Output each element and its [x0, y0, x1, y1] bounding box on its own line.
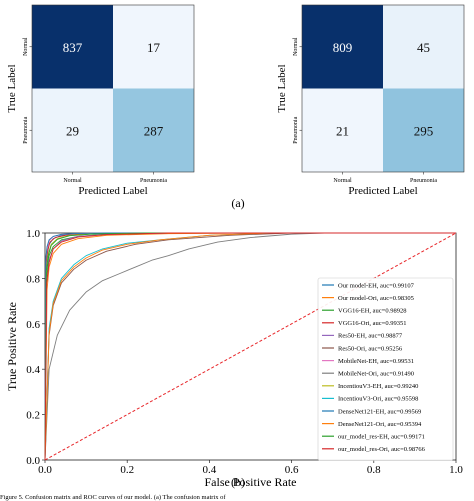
roc-diagonal-line: [44, 232, 457, 461]
roc-legend-entry-0: Our model-EH, auc=0.99107: [338, 282, 415, 289]
cm1-value-0-1: 17: [147, 40, 161, 55]
cm1-cell-1-1: [113, 88, 194, 172]
cm1-xtick-1: Pneumonia: [140, 178, 167, 184]
roc-legend-entry-11: DenseNet121-Ori, auc=0.95394: [338, 421, 422, 428]
cm1-xlabel: Predicted Label: [78, 185, 147, 197]
roc-legend-entry-2: VGG16-EH, auc=0.98928: [338, 308, 406, 315]
roc-ytick-4: 0.8: [26, 273, 40, 285]
cm2-value-1-0: 21: [336, 123, 349, 138]
roc-legend-entry-10: DenseNet121-EH, auc=0.99569: [338, 408, 421, 415]
cm1-value-1-0: 29: [66, 123, 79, 138]
roc-xtick-2: 0.4: [203, 464, 217, 476]
panel-label-a: (a): [231, 196, 244, 210]
figure-caption: Figure 5. Confusion matrix and ROC curve…: [0, 494, 226, 501]
cm2-value-0-0: 809: [333, 40, 353, 55]
roc-series-line-12: [44, 232, 456, 461]
cm2-frame: [301, 4, 465, 173]
cm1-ylabel: True Label: [6, 64, 18, 112]
roc-legend-entry-9: IncentiouV3-Ori, auc=0.95598: [338, 396, 418, 403]
roc-xtick-0: 0.0: [38, 464, 52, 476]
cm2-xlabel: Predicted Label: [348, 185, 417, 197]
roc-xtick-4: 0.8: [367, 464, 381, 476]
roc-ytick-0: 0.0: [26, 455, 40, 467]
roc-series-line-13: [44, 232, 456, 461]
roc-legend: [317, 277, 454, 461]
roc-xtick-5: 1.0: [449, 464, 463, 476]
roc-series-line-11: [44, 232, 456, 461]
cm2-value-0-1: 45: [417, 40, 430, 55]
roc-ytick-3: 0.6: [26, 319, 40, 331]
cm1-cell-0-1: [113, 5, 194, 89]
cm1-cell-1-0: [32, 88, 113, 172]
roc-xlabel: False Positive Rate: [205, 475, 297, 489]
roc-chart: 0.00.0 0.2 0.2 0.4 0.4 0.6 0.6 0.8 0.8 1.0 1.0 Fals…: [5, 228, 463, 489]
roc-legend-entry-5: Res50-Ori, auc=0.95256: [338, 345, 403, 352]
confusion-matrix-left: 837 17 29 287 Normal Pneumonia Normal Pneumonia…: [6, 4, 195, 197]
cm2-ylabel: True Label: [276, 64, 288, 112]
cm2-cell-1-1: [383, 88, 464, 172]
roc-legend-entry-12: our_model_res-EH, auc=0.99171: [338, 434, 425, 441]
roc-ylabel: True Positive Rate: [5, 302, 19, 391]
cm2-ytick-1: Pneumonia: [293, 116, 299, 143]
cm1-value-1-1: 287: [144, 123, 164, 138]
roc-ytick-1: 0.2: [26, 410, 40, 422]
roc-legend-entry-1: Our model-Ori, auc=0.98305: [338, 295, 414, 302]
roc-legend-entry-3: VGG16-Ori, auc=0.99351: [338, 320, 406, 327]
cm2-xtick-0: Normal: [333, 178, 352, 184]
roc-xtick-3: 0.6: [285, 464, 299, 476]
cm1-value-0-0: 837: [63, 40, 83, 55]
cm2-value-1-1: 295: [414, 123, 434, 138]
roc-ytick-5: 1.0: [26, 228, 40, 240]
roc-legend-entry-4: Res50-EH, auc=0.98877: [338, 333, 403, 340]
cm2-cell-1-0: [302, 88, 383, 172]
roc-legend-entry-6: MobileNet-EH, auc=0.99531: [338, 358, 414, 365]
cm1-frame: [31, 4, 195, 173]
cm1-ytick-0: Normal: [23, 37, 29, 56]
roc-legend-entry-13: our_model_res-Ori, auc=0.98766: [338, 446, 426, 453]
roc-legend-entry-7: MobileNet-Ori, auc=0.91490: [338, 371, 414, 378]
cm2-cell-0-1: [383, 5, 464, 89]
roc-ytick-2: 0.4: [26, 364, 40, 376]
roc-xtick-1: 0.2: [120, 464, 134, 476]
cm1-cell-0-0: [32, 5, 113, 89]
roc-legend-entry-8: IncentiouV3-EH, auc=0.99240: [338, 383, 418, 390]
roc-series-line-10: [44, 232, 456, 461]
cm1-xtick-0: Normal: [63, 178, 82, 184]
cm2-xtick-1: Pneumonia: [410, 178, 437, 184]
confusion-matrix-right: 809 45 21 295 Normal Pneumonia Normal Pneumonia…: [276, 4, 465, 197]
cm2-cell-0-0: [302, 5, 383, 89]
panel-label-b: (b): [231, 475, 245, 489]
cm2-ytick-0: Normal: [293, 37, 299, 56]
cm1-ytick-1: Pneumonia: [23, 116, 29, 143]
roc-series-line-7: [44, 232, 456, 461]
